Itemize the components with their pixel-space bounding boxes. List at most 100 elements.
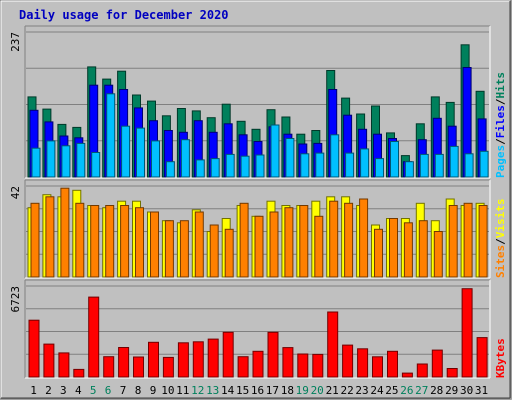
bar-kbytes-day-10 [162,356,174,378]
bar-kbytes-day-15 [237,356,249,378]
bar-kbytes-day-29 [446,368,458,378]
bar-pages-day-19 [300,153,310,178]
bar-kbytes-day-25 [387,350,398,378]
x-tick-label-2: 2 [45,384,52,397]
bar-pages-day-15 [240,155,250,178]
legend-entry: Pages [494,145,507,178]
x-axis-labels: 1 2 3 4 5 6 7 8 9 10 11 12 13 14 15 16 17 18 19 20 21 22 23 24 2… [30,384,488,397]
x-tick-label-22: 22 [340,384,353,397]
legend-entry: / [494,238,507,245]
bar-pages-day-8 [136,127,145,178]
bar-pages-day-9 [151,140,160,178]
bar-kbytes-day-21 [327,311,339,378]
bar-kbytes-day-9 [148,341,159,378]
bar-sites-day-8 [135,207,144,278]
bar-sites-day-28 [433,231,443,278]
bar-kbytes-day-5 [88,296,100,378]
bar-sites-day-20 [314,215,324,278]
bar-pages-day-24 [375,158,384,178]
bar-kbytes-day-24 [372,356,383,378]
bar-pages-day-1 [31,147,41,178]
bar-pages-day-12 [195,159,205,178]
x-tick-label-21: 21 [326,384,339,397]
bar-pages-day-23 [360,148,370,178]
x-tick-label-1: 1 [30,384,37,397]
bar-kbytes-day-28 [431,349,443,378]
bar-kbytes-day-20 [312,353,324,378]
x-tick-label-7: 7 [120,384,127,397]
legend-kbytes: KBytes [494,338,507,378]
x-tick-label-9: 9 [150,384,157,397]
y-max-label: 42 [9,186,22,199]
bar-sites-day-5 [90,205,100,278]
bar-sites-day-21 [329,200,339,278]
legend-entry: / [494,98,507,105]
bar-pages-day-29 [449,145,459,178]
bar-pages-day-5 [91,152,101,178]
bar-pages-day-21 [330,134,340,178]
x-tick-label-12: 12 [191,384,204,397]
bar-sites-day-4 [75,202,85,278]
bar-sites-day-29 [448,205,458,278]
bar-sites-day-26 [403,222,413,278]
bar-pages-day-25 [390,141,399,178]
bar-sites-day-24 [374,228,383,278]
x-tick-label-25: 25 [385,384,398,397]
x-tick-label-15: 15 [236,384,249,397]
legend-hits-files-pages: Pages/Files/Hits [494,72,507,178]
x-tick-label-20: 20 [311,384,324,397]
bar-kbytes-day-31 [476,337,488,378]
bar-sites-day-2 [45,196,55,278]
legend-entry: Visits [494,199,507,239]
bar-pages-day-6 [106,93,116,178]
bar-kbytes-day-26 [401,372,413,378]
bar-sites-day-22 [344,202,354,278]
bar-sites-day-6 [105,205,115,278]
bar-pages-day-13 [210,158,220,178]
legend-entry: Hits [494,72,507,99]
legend-sites-visits: Sites/Visits [494,199,507,279]
bar-sites-day-15 [239,202,249,278]
bar-sites-day-19 [299,205,309,278]
x-tick-label-3: 3 [60,384,67,397]
bar-pages-day-18 [285,138,295,178]
y-max-label: 6723 [9,286,22,313]
x-tick-label-5: 5 [90,384,97,397]
bar-sites-day-25 [389,218,398,278]
bar-pages-day-11 [180,139,190,178]
bar-sites-day-12 [194,211,204,278]
x-tick-label-23: 23 [355,384,368,397]
x-tick-label-17: 17 [266,384,279,397]
y-max-label: 237 [9,32,22,52]
x-tick-label-6: 6 [105,384,112,397]
bar-sites-day-11 [179,220,189,278]
bar-kbytes-day-14 [222,331,234,378]
bar-sites-day-7 [120,205,130,278]
bar-pages-day-14 [225,153,235,178]
panels: 237Pages/Files/Hits42Sites/Visits6723KBy… [9,25,507,379]
bar-pages-day-28 [434,153,444,178]
bar-kbytes-day-2 [43,343,55,378]
x-tick-label-30: 30 [460,384,473,397]
bar-pages-day-2 [46,140,56,178]
panel-sites-visits: 42 Sites/Visits [9,179,507,279]
bar-pages-day-3 [61,145,71,178]
bar-kbytes-day-13 [207,338,219,378]
legend-entry: Files [494,105,507,138]
bar-kbytes-day-30 [461,288,473,378]
bar-sites-day-14 [224,228,234,278]
bar-sites-day-18 [284,207,294,278]
x-tick-label-26: 26 [400,384,413,397]
x-tick-label-4: 4 [75,384,82,397]
x-tick-label-24: 24 [370,384,384,397]
bar-sites-day-31 [478,205,488,278]
bar-pages-day-26 [404,161,414,178]
bar-kbytes-day-7 [118,347,130,378]
bar-sites-day-16 [254,215,264,278]
bar-kbytes-day-3 [58,352,70,378]
bar-sites-day-3 [60,187,70,278]
bar-kbytes-day-23 [357,348,369,378]
panel-kbytes: 6723 KBytes [9,279,507,379]
